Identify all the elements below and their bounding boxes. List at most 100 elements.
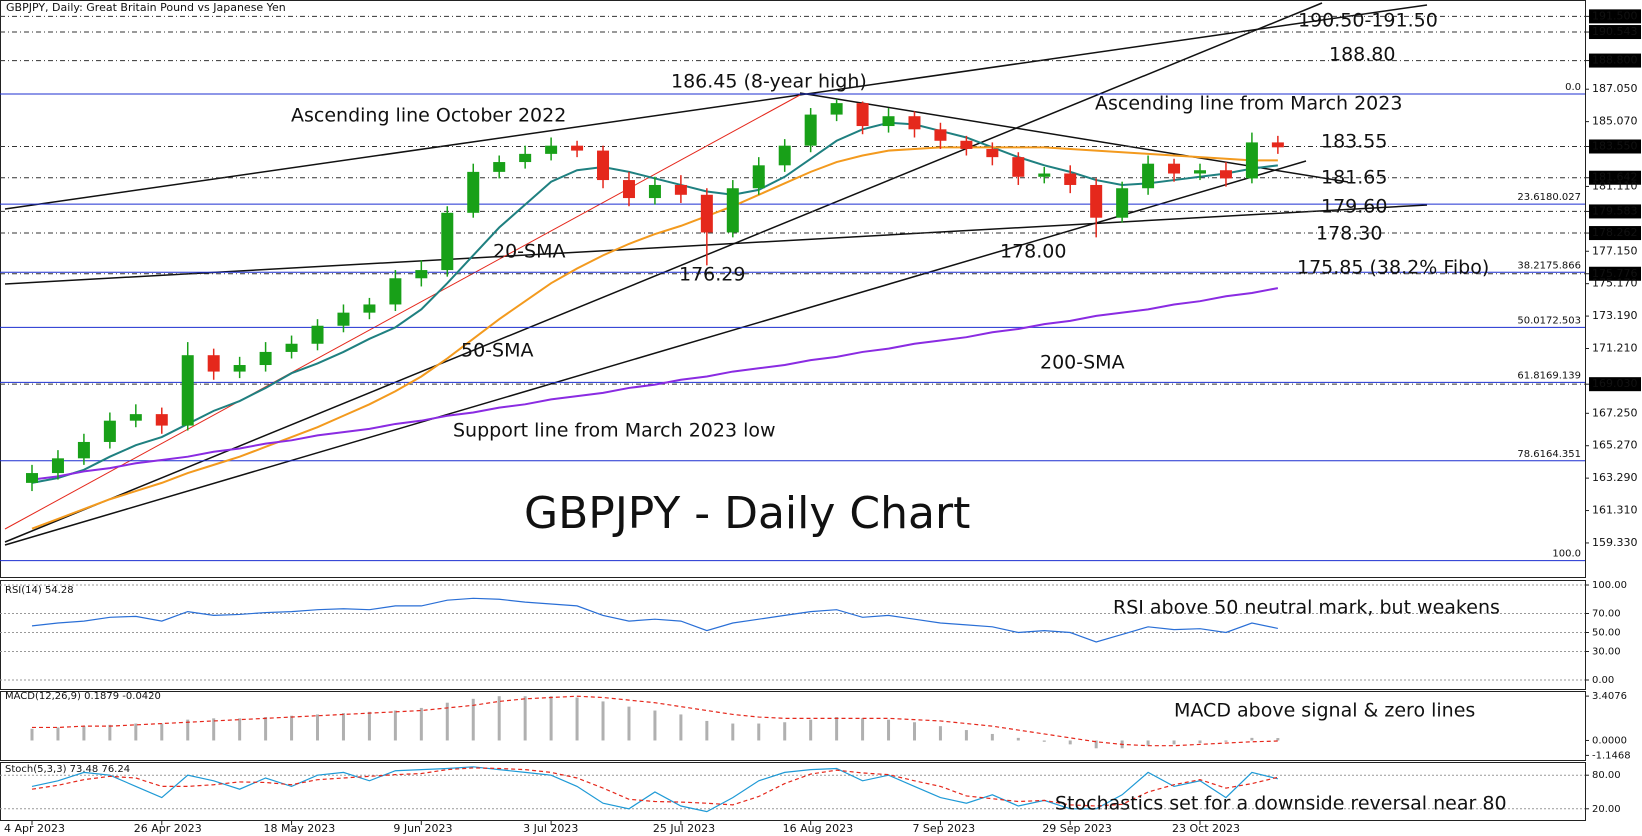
y-tick-label: 169.030 xyxy=(1592,377,1638,390)
candle-body xyxy=(415,270,428,279)
x-tick-label: 9 Jun 2023 xyxy=(393,822,452,835)
fib-label: 61.8169.139 xyxy=(1517,370,1581,381)
y-tick-label: 100.00 xyxy=(1592,580,1627,591)
annotation: 179.60 xyxy=(1321,196,1387,218)
candle-body xyxy=(778,145,791,166)
annotation: 178.00 xyxy=(1000,241,1066,263)
candle-body xyxy=(1168,163,1181,174)
candle-body xyxy=(51,458,64,474)
annotation: RSI above 50 neutral mark, but weakens xyxy=(1113,597,1500,619)
candle-body xyxy=(804,114,817,146)
sma-line xyxy=(31,287,1279,481)
y-tick-label: 175.170 xyxy=(1592,277,1638,290)
y-tick-label: 179.583 xyxy=(1592,204,1638,217)
y-tick-box xyxy=(1589,266,1641,281)
y-tick-label: 161.310 xyxy=(1592,504,1638,517)
sma-line xyxy=(31,146,1278,530)
trend-line xyxy=(4,4,1428,210)
y-tick-label: 70.00 xyxy=(1592,609,1621,620)
fib-label: 100.0 xyxy=(1552,549,1581,560)
annotation: 186.45 (8-year high) xyxy=(671,71,867,93)
fib-label: 50.0172.503 xyxy=(1517,315,1581,326)
annotation: 190.50-191.50 xyxy=(1298,10,1438,32)
candle-body xyxy=(545,145,558,154)
candle-body xyxy=(1064,173,1077,185)
annotation: 176.29 xyxy=(679,264,745,286)
y-tick-label: 191.500 xyxy=(1592,9,1638,22)
panel-frames xyxy=(0,0,1586,821)
x-tick-label: 26 Apr 2023 xyxy=(134,822,202,835)
y-tick-box xyxy=(1589,204,1641,219)
x-tick-label: 18 May 2023 xyxy=(264,822,336,835)
candle-body xyxy=(1245,142,1258,179)
indicator-line xyxy=(31,766,1279,813)
candle-body xyxy=(389,278,402,305)
candle-body xyxy=(622,180,635,199)
annotation: 178.30 xyxy=(1316,223,1382,245)
y-tick-label: 80.00 xyxy=(1592,770,1621,781)
candle-body xyxy=(882,116,895,127)
y-tick-box xyxy=(1589,377,1641,392)
y-tick-box xyxy=(1589,139,1641,154)
candle-body xyxy=(467,171,480,213)
candle-body xyxy=(1142,163,1155,189)
candle-body xyxy=(181,355,194,426)
annotation: Ascending line October 2022 xyxy=(291,105,566,127)
annotation: Support line from March 2023 low xyxy=(453,420,776,442)
candle-body xyxy=(830,103,843,115)
y-tick-label: 185.070 xyxy=(1592,115,1638,128)
chart-title: GBPJPY - Daily Chart xyxy=(524,488,970,539)
annotation: Stochastics set for a downside reversal … xyxy=(1055,793,1507,815)
y-tick-label: 181.642 xyxy=(1592,171,1638,184)
candle-body xyxy=(129,414,142,421)
panel-title: MACD(12,26,9) 0.1879 -0.0420 xyxy=(5,691,161,702)
candle-body xyxy=(493,162,506,172)
x-tick-label: 25 Jul 2023 xyxy=(653,822,715,835)
y-tick-label: 167.250 xyxy=(1592,406,1638,419)
candle-body xyxy=(233,365,246,372)
candle-body xyxy=(571,145,584,151)
candle-body xyxy=(1090,184,1103,218)
candle-body xyxy=(648,184,661,199)
y-tick-label: 178.262 xyxy=(1592,226,1638,239)
candle-body xyxy=(1116,188,1129,218)
x-tick-label: 29 Sep 2023 xyxy=(1042,822,1112,835)
y-tick-label: 188.800 xyxy=(1592,54,1638,67)
annotation: 200-SMA xyxy=(1040,352,1125,374)
x-tick-label: 3 Jul 2023 xyxy=(523,822,578,835)
annotation: 181.65 xyxy=(1321,167,1387,189)
indicator-line xyxy=(32,695,1278,747)
annotation: 183.55 xyxy=(1321,131,1387,153)
fib-label: 0.0 xyxy=(1565,82,1581,93)
annotation: 188.80 xyxy=(1329,44,1395,66)
fib-label: 78.6164.351 xyxy=(1517,449,1581,460)
candle-body xyxy=(960,140,973,149)
y-tick-label: 163.290 xyxy=(1592,471,1638,484)
fib-label: 38.2175.866 xyxy=(1517,260,1581,271)
candle-body xyxy=(674,184,687,195)
y-tick-box xyxy=(1589,25,1641,40)
candle-body xyxy=(1194,170,1206,174)
y-tick-box xyxy=(1589,170,1641,185)
x-tick-label: 23 Oct 2023 xyxy=(1172,822,1240,835)
candle-body xyxy=(363,304,376,313)
x-tick-label: 4 Apr 2023 xyxy=(4,822,65,835)
y-tick-label: 175.776 xyxy=(1592,267,1638,280)
candle-body xyxy=(26,473,38,483)
header: GBPJPY, Daily: Great Britain Pound vs Ja… xyxy=(6,1,286,14)
annotation: 175.85 (38.2% Fibo) xyxy=(1297,257,1489,279)
y-tick-box xyxy=(1589,9,1641,24)
candle-body xyxy=(726,188,739,233)
candle-body xyxy=(207,355,220,372)
candle-body xyxy=(934,129,947,141)
indicator-line xyxy=(31,597,1278,643)
y-tick-label: 159.330 xyxy=(1592,536,1638,549)
candle-body xyxy=(908,116,921,130)
y-tick-label: 50.00 xyxy=(1592,628,1621,639)
trend-line xyxy=(4,160,1307,546)
y-tick-label: 190.543 xyxy=(1592,25,1638,38)
candle-body xyxy=(337,312,350,326)
candle-body xyxy=(441,212,454,271)
y-tick-label: 20.00 xyxy=(1592,804,1621,815)
